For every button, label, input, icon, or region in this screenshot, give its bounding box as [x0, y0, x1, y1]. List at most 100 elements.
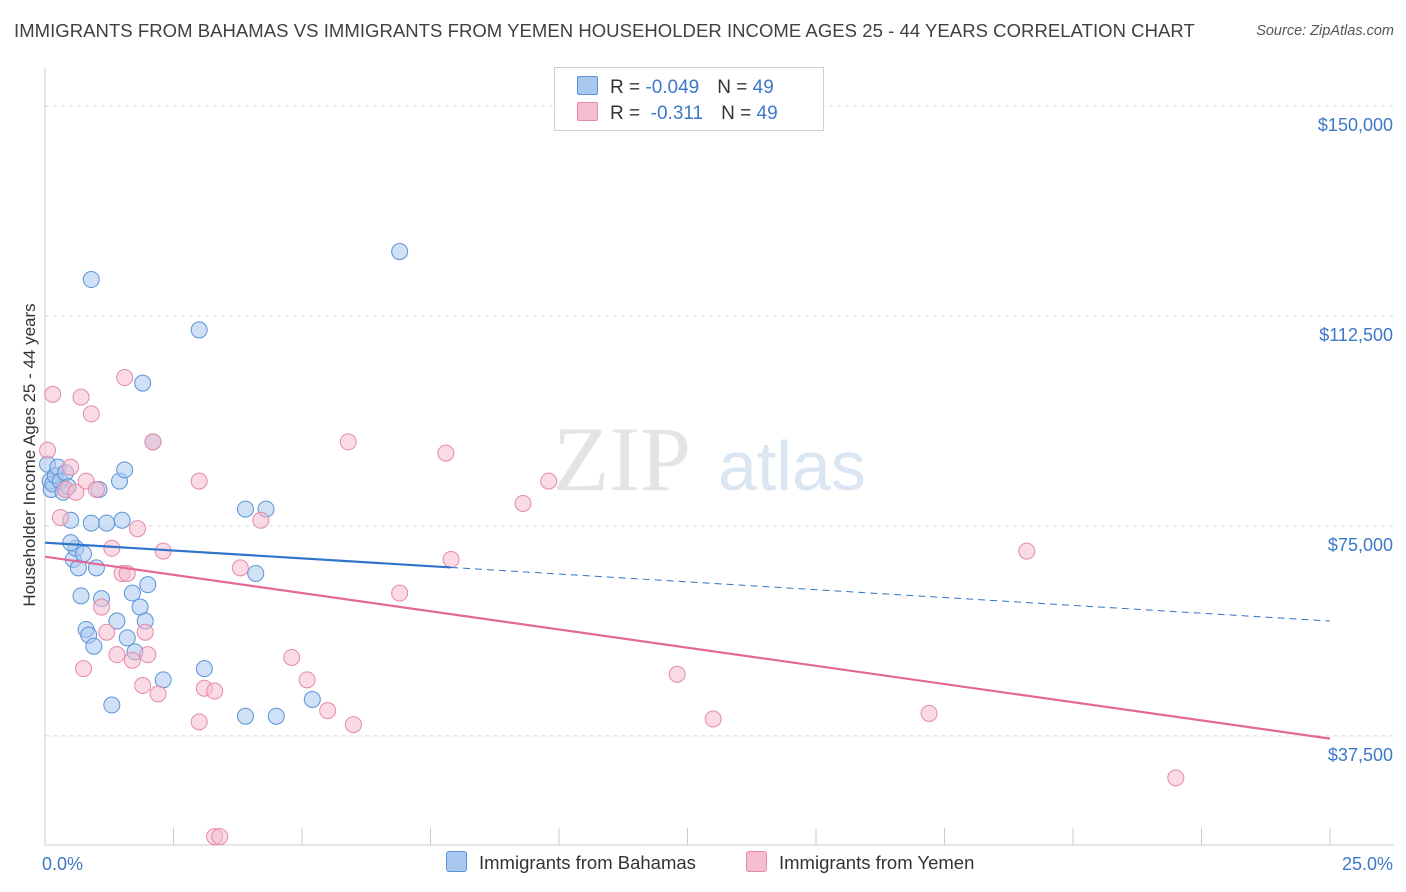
watermark: ZIP atlas	[553, 408, 866, 510]
legend-r-label: R =	[610, 77, 646, 98]
bahamas-point	[303, 690, 321, 708]
bahamas-point	[62, 534, 80, 552]
bahamas-point	[98, 514, 116, 532]
yemen-point	[62, 458, 80, 476]
legend-r-label: R =	[610, 103, 646, 124]
bahamas-point	[108, 612, 126, 630]
yemen-point	[67, 483, 85, 501]
bahamas-point	[236, 500, 254, 518]
bahamas-point	[113, 511, 131, 529]
gridlines	[45, 105, 1394, 737]
yemen-point	[298, 671, 316, 689]
yemen-point	[437, 444, 455, 462]
legend-swatch-bahamas	[577, 76, 598, 95]
bahamas-point	[75, 545, 93, 563]
yemen-point	[44, 385, 62, 403]
y-axis-label: Householder Income Ages 25 - 44 years	[20, 303, 39, 606]
bahamas-point	[123, 584, 141, 602]
bahamas-label: Immigrants from Bahamas	[479, 852, 696, 873]
bahamas-point	[195, 660, 213, 678]
bahamas-point	[103, 696, 121, 714]
correlation-legend: R = -0.049 N = 49 R = -0.311 N = 49	[554, 67, 824, 131]
yemen-point	[1167, 769, 1185, 787]
legend-n-value: 49	[752, 77, 774, 98]
yemen-point	[144, 433, 162, 451]
bahamas-trendline-dashed	[451, 566, 1331, 622]
y-tick-label: $37,500	[1328, 745, 1393, 765]
bahamas-point	[247, 564, 265, 582]
yemen-point	[1018, 542, 1036, 560]
yemen-point	[319, 702, 337, 720]
yemen-point	[339, 433, 357, 451]
legend-row-yemen: R = -0.311 N = 49	[577, 102, 778, 128]
legend-row-bahamas: R = -0.049 N = 49	[577, 76, 774, 102]
bahamas-trendline-solid	[44, 541, 452, 569]
bahamas-point	[134, 374, 152, 392]
yemen-point	[704, 710, 722, 728]
yemen-point	[231, 559, 249, 577]
yemen-point	[190, 472, 208, 490]
yemen-point	[108, 646, 126, 664]
yemen-point	[116, 369, 134, 387]
bahamas-point	[85, 637, 103, 655]
yemen-point	[82, 405, 100, 423]
yemen-points	[39, 369, 1185, 846]
yemen-point	[93, 598, 111, 616]
bahamas-point	[118, 629, 136, 647]
yemen-point	[514, 494, 532, 512]
yemen-point	[211, 828, 229, 846]
yemen-point	[98, 623, 116, 641]
bahamas-point	[267, 707, 285, 725]
bahamas-point	[82, 271, 100, 289]
yemen-point	[540, 472, 558, 490]
yemen-point	[103, 539, 121, 557]
yemen-point	[123, 651, 141, 669]
bahamas-point	[391, 243, 409, 261]
bahamas-point	[82, 514, 100, 532]
yemen-label: Immigrants from Yemen	[779, 852, 975, 873]
chart-title: IMMIGRANTS FROM BAHAMAS VS IMMIGRANTS FR…	[14, 20, 1195, 41]
y-tick-label: $112,500	[1319, 325, 1393, 345]
axis-labels: $37,500 $75,000 $112,500 $150,000 0.0% 25.0% H…	[20, 115, 1393, 874]
yemen-point	[87, 480, 105, 498]
yemen-point	[39, 441, 57, 459]
bahamas-swatch	[446, 851, 467, 872]
y-tick-label: $75,000	[1328, 535, 1393, 555]
bahamas-point	[236, 707, 254, 725]
yemen-swatch	[746, 851, 767, 872]
yemen-point	[72, 388, 90, 406]
source-credit: Source: ZipAtlas.com	[1256, 23, 1394, 39]
yemen-point	[920, 704, 938, 722]
legend-n-label: N =	[721, 103, 757, 124]
watermark-atlas: atlas	[718, 427, 866, 505]
yemen-point	[139, 646, 157, 664]
yemen-point	[136, 623, 154, 641]
y-tick-label: $150,000	[1318, 115, 1393, 135]
bahamas-point	[190, 321, 208, 339]
x-tick-label: 25.0%	[1342, 854, 1393, 874]
yemen-point	[252, 511, 270, 529]
yemen-point	[129, 520, 147, 538]
yemen-point	[391, 584, 409, 602]
legend-r-value: -0.049	[645, 77, 700, 98]
yemen-point	[149, 685, 167, 703]
yemen-point	[283, 648, 301, 666]
legend-n-label: N =	[717, 77, 753, 98]
legend-swatch-yemen	[577, 102, 598, 121]
trendlines	[44, 541, 1331, 740]
yemen-point	[75, 660, 93, 678]
yemen-point	[442, 550, 460, 568]
yemen-trendline	[44, 555, 1331, 740]
legend-n-value: 49	[756, 103, 778, 124]
bahamas-point	[116, 461, 134, 479]
yemen-point	[668, 665, 686, 683]
x-tick-label: 0.0%	[42, 854, 83, 874]
bottom-legend-bahamas: Immigrants from Bahamas	[446, 851, 696, 874]
bahamas-point	[139, 576, 157, 594]
yemen-point	[344, 716, 362, 734]
yemen-point	[190, 713, 208, 731]
yemen-point	[134, 676, 152, 694]
legend-r-value: -0.311	[645, 103, 704, 124]
yemen-point	[51, 508, 69, 526]
yemen-point	[206, 682, 224, 700]
